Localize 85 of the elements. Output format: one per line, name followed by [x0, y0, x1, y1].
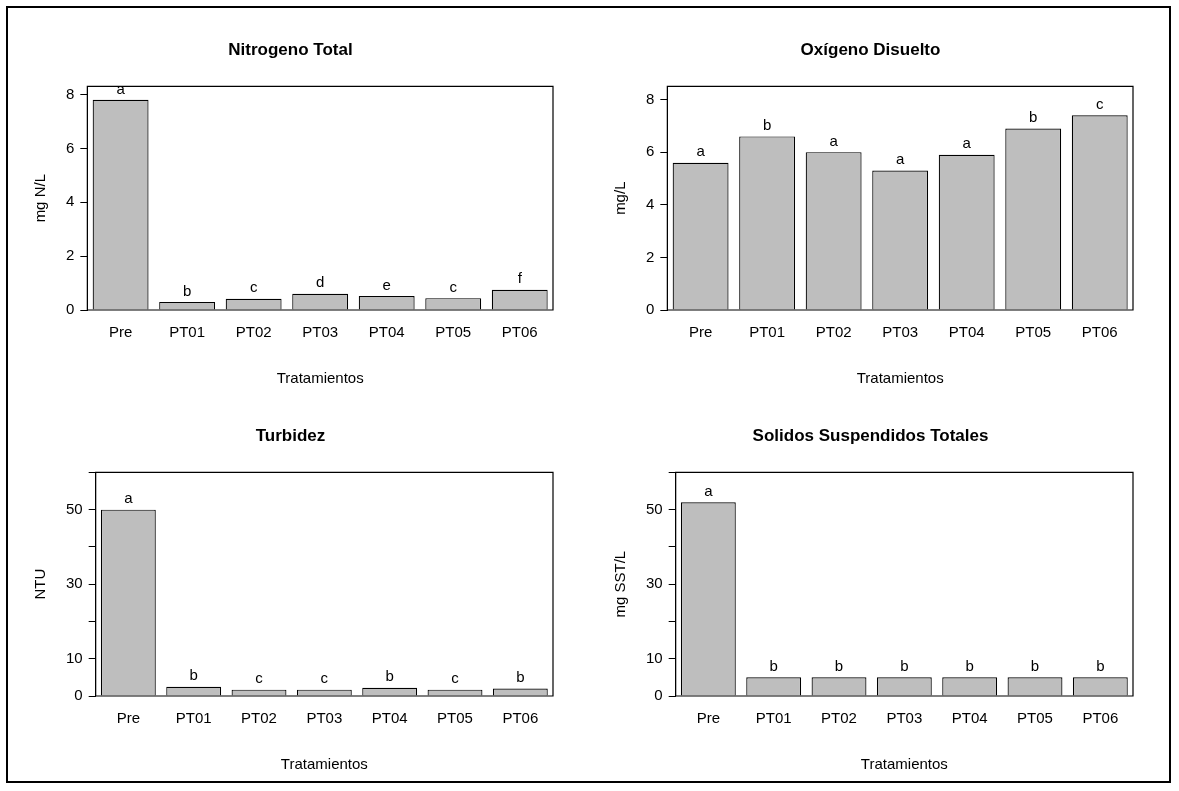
- y-tick-label: 4: [646, 194, 655, 212]
- data-label: c: [255, 669, 264, 687]
- x-tick-label: PT04: [368, 323, 405, 341]
- data-label: a: [829, 131, 839, 149]
- x-tick-label: Pre: [688, 323, 713, 341]
- data-label: a: [704, 481, 714, 499]
- y-tick-label: 6: [646, 142, 655, 160]
- x-tick-label: PT01: [175, 709, 212, 727]
- data-label: c: [451, 669, 460, 687]
- data-label: b: [182, 281, 192, 299]
- y-tick-label: 6: [66, 138, 75, 156]
- y-tick-label: 4: [66, 192, 75, 210]
- x-tick-label: PT05: [1015, 323, 1052, 341]
- y-tick-label: 0: [66, 300, 75, 318]
- y-tick-label: 0: [74, 686, 83, 704]
- x-tick-label: PT02: [241, 709, 277, 727]
- data-label: b: [762, 116, 772, 134]
- x-tick-label: Pre: [108, 323, 133, 341]
- data-label: b: [1030, 657, 1040, 675]
- chart-title: Oxígeno Disuelto: [800, 39, 941, 59]
- x-tick-label: PT04: [948, 323, 985, 341]
- x-tick-label: PT03: [302, 323, 339, 341]
- data-label: b: [385, 667, 394, 685]
- y-tick-label: 2: [646, 247, 655, 265]
- x-tick-label: PT06: [502, 709, 539, 727]
- x-tick-label: PT05: [437, 709, 473, 727]
- data-label: a: [124, 489, 134, 507]
- x-tick-label: PT01: [755, 709, 792, 727]
- x-tick-label: Pre: [116, 709, 141, 727]
- y-axis-title: mg N/L: [31, 174, 49, 223]
- x-tick-label: PT02: [815, 323, 852, 341]
- x-tick-label: PT06: [501, 323, 538, 341]
- chart-title: Solidos Suspendidos Totales: [752, 425, 989, 445]
- x-axis-title: Tratamientos: [276, 369, 364, 387]
- y-tick-label: 50: [646, 499, 663, 517]
- data-label: f: [517, 269, 523, 287]
- x-tick-label: PT01: [749, 323, 786, 341]
- x-tick-label: Pre: [696, 709, 721, 727]
- x-tick-label: PT06: [1081, 323, 1118, 341]
- data-label: b: [516, 668, 525, 686]
- y-tick-label: 2: [66, 246, 75, 264]
- data-label: b: [965, 657, 974, 675]
- chart-title: Turbidez: [255, 425, 326, 445]
- x-axis-title: Tratamientos: [856, 369, 944, 387]
- y-tick-label: 10: [66, 648, 83, 666]
- x-tick-label: PT01: [169, 323, 206, 341]
- data-label: c: [449, 277, 458, 295]
- data-label: b: [900, 657, 909, 675]
- y-tick-label: 10: [646, 648, 663, 666]
- y-tick-label: 8: [646, 89, 655, 107]
- y-tick-label: 8: [66, 84, 75, 102]
- x-tick-label: PT03: [886, 709, 923, 727]
- x-axis-title: Tratamientos: [280, 755, 368, 773]
- data-label: c: [1095, 94, 1104, 112]
- y-tick-label: 30: [646, 574, 663, 592]
- data-label: a: [962, 134, 972, 152]
- data-label: c: [249, 278, 258, 296]
- x-tick-label: PT03: [306, 709, 343, 727]
- y-tick-label: 30: [66, 574, 83, 592]
- y-tick-label: 0: [654, 686, 663, 704]
- data-label: b: [189, 666, 198, 684]
- data-label: e: [382, 275, 391, 293]
- y-tick-label: 0: [646, 300, 655, 318]
- x-tick-label: PT02: [235, 323, 272, 341]
- data-label: d: [316, 273, 325, 291]
- data-label: c: [320, 669, 329, 687]
- y-tick-label: 50: [66, 499, 83, 517]
- x-tick-label: PT04: [371, 709, 408, 727]
- chart-title: Nitrogeno Total: [228, 39, 353, 59]
- x-tick-label: PT05: [1017, 709, 1053, 727]
- y-axis-title: mg/L: [611, 181, 629, 215]
- y-axis-title: mg SST/L: [611, 550, 629, 618]
- x-tick-label: PT05: [435, 323, 472, 341]
- data-label: a: [696, 142, 706, 160]
- data-label: b: [834, 657, 844, 675]
- data-label: a: [896, 150, 905, 168]
- data-label: b: [1096, 657, 1105, 675]
- x-axis-title: Tratamientos: [860, 755, 948, 773]
- data-label: b: [769, 657, 778, 675]
- x-tick-label: PT04: [951, 709, 988, 727]
- x-tick-label: PT03: [882, 323, 919, 341]
- x-tick-label: PT06: [1082, 709, 1119, 727]
- y-axis-title: NTU: [31, 568, 49, 600]
- data-label: b: [1029, 108, 1038, 126]
- x-tick-label: PT02: [821, 709, 857, 727]
